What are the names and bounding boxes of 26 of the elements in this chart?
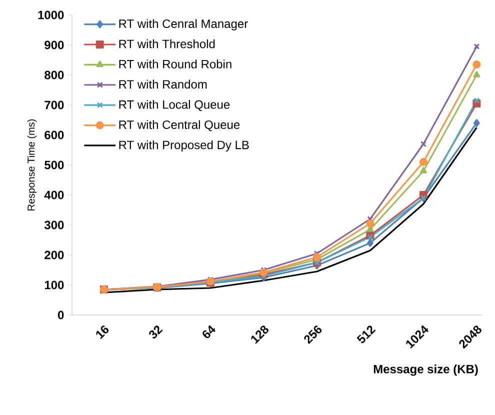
legend-label: RT with Local Queue xyxy=(119,100,230,111)
y-tick-label: 100 xyxy=(44,280,64,290)
legend-label: RT with Proposed Dy LB xyxy=(119,140,249,152)
y-tick-label: 400 xyxy=(44,190,64,200)
legend-label: RT with Round Robin xyxy=(119,60,232,68)
x-axis-title: Message size (KB) xyxy=(374,364,478,376)
y-tick-label: 700 xyxy=(44,100,64,110)
legend-label: RT with Cenral Manager xyxy=(119,19,248,30)
legend-label: RT with Central Queue xyxy=(119,120,240,132)
legend-label: RT with Random xyxy=(119,80,207,89)
x-tick-label: 256 xyxy=(304,326,322,344)
y-tick-label: 1000 xyxy=(38,10,64,20)
y-tick-label: 0 xyxy=(58,310,64,320)
y-tick-label: 500 xyxy=(44,160,64,170)
x-tick-label: 512 xyxy=(356,326,376,344)
x-tick-label: 32 xyxy=(149,326,163,338)
y-tick-label: 900 xyxy=(44,40,64,50)
x-tick-label: 16 xyxy=(96,326,109,340)
y-axis-title: Response Time (ms) xyxy=(27,119,37,210)
y-tick-label: 200 xyxy=(44,250,64,260)
y-tick-label: 300 xyxy=(44,220,64,230)
y-tick-label: 600 xyxy=(44,130,64,140)
x-tick-label: 128 xyxy=(251,326,268,344)
x-tick-label: 64 xyxy=(202,325,216,338)
legend-label: RT with Threshold xyxy=(119,39,215,48)
y-tick-label: 800 xyxy=(44,70,64,80)
